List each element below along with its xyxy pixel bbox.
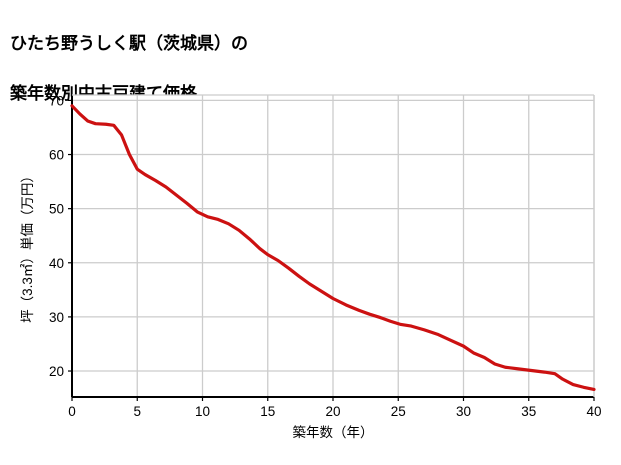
- x-tick-label: 35: [521, 404, 536, 419]
- x-tick-label: 40: [586, 404, 601, 419]
- y-tick-label: 30: [49, 310, 64, 325]
- x-tick-label: 5: [133, 404, 141, 419]
- data-series-line: [70, 104, 596, 392]
- y-axis-ticks: 20 30 40 50 60 70: [49, 93, 72, 379]
- x-tick-label: 10: [195, 404, 210, 419]
- y-tick-label: 70: [49, 93, 64, 108]
- x-axis-ticks: 0 5 10 15 20 25 30 35 40: [68, 397, 602, 419]
- x-axis-title: 築年数（年）: [293, 425, 374, 440]
- chart-title-line-1: ひたち野うしく駅（茨城県）の: [10, 34, 248, 53]
- y-tick-label: 60: [49, 148, 64, 163]
- x-tick-label: 30: [456, 404, 471, 419]
- x-tick-label: 25: [391, 404, 406, 419]
- y-tick-label: 50: [49, 202, 64, 217]
- x-tick-label: 0: [68, 404, 76, 419]
- y-tick-label: 40: [49, 256, 64, 271]
- x-tick-label: 20: [325, 404, 340, 419]
- y-axis-title: 坪（3.3㎡）単価（万円）: [20, 169, 35, 323]
- y-tick-label: 20: [49, 364, 64, 379]
- x-tick-label: 15: [260, 404, 275, 419]
